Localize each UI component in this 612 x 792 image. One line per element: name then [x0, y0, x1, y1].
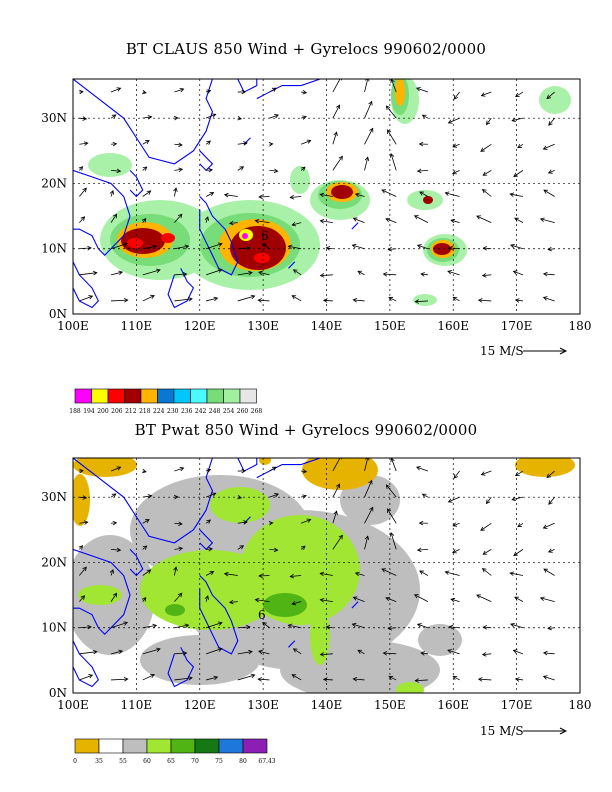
- pwat-field: [73, 458, 575, 693]
- legend-swatch: [223, 388, 241, 404]
- legend-value: 212: [125, 408, 137, 415]
- legend-swatch: [140, 388, 158, 404]
- legend-value: 35: [95, 758, 103, 765]
- legend-value: 0: [73, 758, 77, 765]
- x-tick-label: 120E: [184, 319, 216, 333]
- gridlines: [73, 458, 580, 693]
- x-tick-label: 110E: [121, 698, 153, 712]
- x-tick-label: 150E: [374, 698, 406, 712]
- legend-value: 200: [97, 408, 109, 415]
- x-tick-label: 140E: [311, 698, 343, 712]
- legend-swatch: [74, 388, 92, 404]
- x-tick-label: 160E: [437, 319, 469, 333]
- x-tick-label: 180: [569, 698, 592, 712]
- legend-swatch: [157, 388, 175, 404]
- x-tick-label: 160E: [437, 698, 469, 712]
- x-tick-label: 100E: [57, 319, 89, 333]
- y-tick-label: 30N: [41, 111, 67, 125]
- legend-swatch: [194, 738, 220, 754]
- y-tick-label: 0N: [49, 307, 67, 321]
- y-tick-label: 30N: [41, 490, 67, 504]
- legend-value: 194: [83, 408, 95, 415]
- axis-labels: 100E 110E 120E 130E 140E 150E 160E 170E 180 0N 10N…: [41, 111, 591, 333]
- legend-swatch: [239, 388, 257, 404]
- legend-claus: 188 194 200 206 212 218 224 230 236 242 248 254 260 2…: [69, 388, 263, 415]
- x-tick-label: 150E: [374, 319, 406, 333]
- legend-swatch: [242, 738, 268, 754]
- legend-swatch: [146, 738, 172, 754]
- reference-vector-label: 15 M/S: [480, 724, 524, 738]
- gridlines: [73, 79, 580, 314]
- x-tick-label: 120E: [184, 698, 216, 712]
- legend-swatch: [173, 388, 191, 404]
- legend-swatch: [206, 388, 224, 404]
- legend-swatch: [170, 738, 196, 754]
- x-tick-label: 130E: [247, 698, 279, 712]
- axis-labels: 100E 110E 120E 130E 140E 150E 160E 170E 180 0N 10N…: [41, 490, 591, 712]
- reference-vector-label: 15 M/S: [480, 344, 524, 358]
- storm-marker: 6: [258, 608, 266, 622]
- legend-value: 254: [223, 408, 235, 415]
- legend-swatch: [98, 738, 124, 754]
- legend-value: 70: [191, 758, 199, 765]
- legend-swatch: [190, 388, 208, 404]
- panel2-title: BT Pwat 850 Wind + Gyrelocs 990602/0000: [134, 421, 478, 439]
- x-tick-label: 110E: [121, 319, 153, 333]
- legend-value: 65: [167, 758, 175, 765]
- x-tick-label: 170E: [501, 319, 533, 333]
- y-tick-label: 0N: [49, 686, 67, 700]
- x-tick-label: 180: [569, 319, 592, 333]
- legend-pwat: 0 35 55 60 65 70 75 80 67.43: [73, 738, 276, 765]
- legend-value: 248: [209, 408, 221, 415]
- y-tick-label: 20N: [41, 555, 67, 569]
- legend-value: 206: [111, 408, 123, 415]
- panel1-title: BT CLAUS 850 Wind + Gyrelocs 990602/0000: [125, 40, 487, 58]
- claus-field: [88, 79, 571, 306]
- legend-value: 55: [119, 758, 127, 765]
- panel1-map: 6 100E 110E 120E 130E 140E 150E 160E 170E 1800N1…: [41, 78, 591, 415]
- legend-swatch: [74, 738, 100, 754]
- x-tick-label: 100E: [57, 698, 89, 712]
- legend-swatch: [124, 388, 142, 404]
- wind-vectors: [78, 458, 555, 683]
- y-tick-label: 20N: [41, 176, 67, 190]
- wind-vectors: [78, 79, 555, 304]
- x-tick-label: 170E: [501, 698, 533, 712]
- panel2-map: 6 100E 110E 120E 130E 140E 150E 160E 170E 1800N1…: [41, 457, 591, 765]
- reference-vector-head: [559, 347, 568, 355]
- legend-value: 260: [237, 408, 249, 415]
- legend-value: 188: [69, 408, 81, 415]
- legend-value: 80: [239, 758, 247, 765]
- legend-swatch: [218, 738, 244, 754]
- x-tick-label: 130E: [247, 319, 279, 333]
- x-tick-label: 140E: [311, 319, 343, 333]
- legend-value: 268: [251, 408, 263, 415]
- reference-vector-head: [559, 727, 568, 735]
- legend-swatch: [107, 388, 125, 404]
- legend-value: 218: [139, 408, 151, 415]
- coastline: [73, 458, 359, 688]
- y-tick-label: 10N: [41, 242, 67, 256]
- legend-value: 75: [215, 758, 223, 765]
- legend-value: 242: [195, 408, 207, 415]
- y-tick-label: 10N: [41, 621, 67, 635]
- legend-value: 60: [143, 758, 151, 765]
- legend-value: 224: [153, 408, 165, 415]
- legend-value: 67.43: [258, 758, 275, 765]
- legend-value: 236: [181, 408, 193, 415]
- legend-swatch: [122, 738, 148, 754]
- legend-swatch: [91, 388, 109, 404]
- storm-marker: 6: [261, 229, 269, 243]
- legend-value: 230: [167, 408, 179, 415]
